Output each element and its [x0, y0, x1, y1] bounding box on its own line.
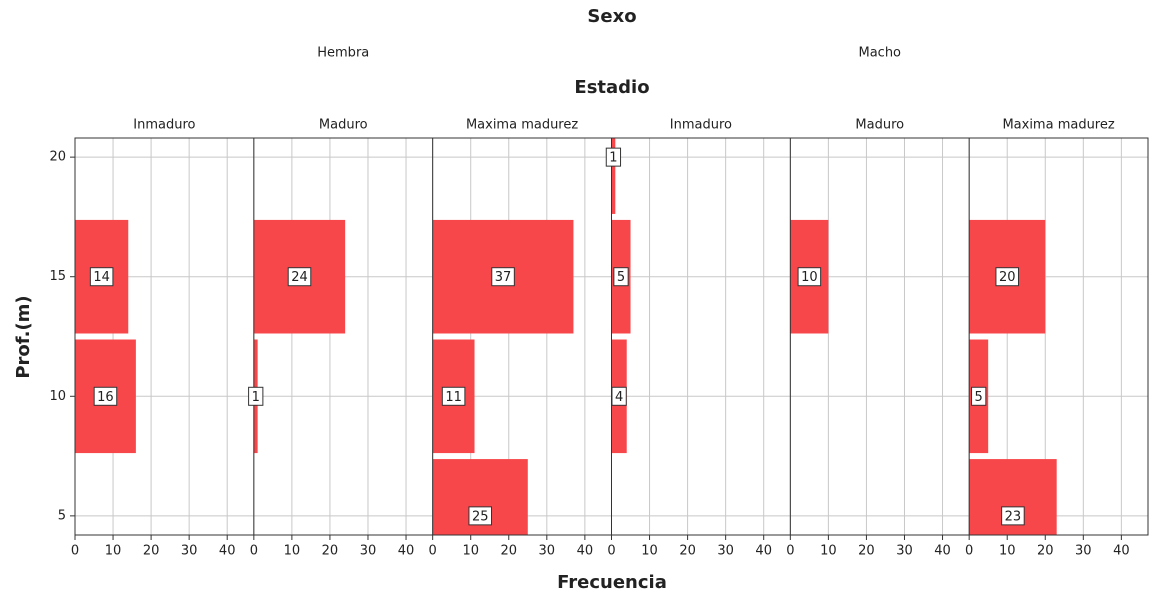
x-tick-label: 30	[717, 544, 734, 559]
value-label: 23	[1005, 509, 1022, 524]
panel-label: Maxima madurez	[466, 118, 578, 133]
value-label: 24	[291, 270, 308, 285]
chart-title: Sexo	[587, 6, 636, 27]
value-label: 14	[93, 270, 110, 285]
value-label: 1	[252, 390, 260, 405]
x-tick-label: 40	[1113, 544, 1130, 559]
x-tick-label: 30	[360, 544, 377, 559]
value-label-box	[491, 267, 515, 287]
x-tick-label: 20	[679, 544, 696, 559]
x-tick-label: 40	[755, 544, 772, 559]
x-tick-label: 30	[896, 544, 913, 559]
y-tick-label: 10	[49, 389, 66, 404]
value-label: 16	[97, 390, 114, 405]
x-axis-label: Frecuencia	[557, 572, 667, 593]
panel-label: Maxima madurez	[1002, 118, 1114, 133]
panel-label: Maduro	[319, 118, 368, 133]
value-label-box	[605, 147, 622, 167]
x-tick-label: 20	[858, 544, 875, 559]
x-tick-label: 20	[1037, 544, 1054, 559]
group-label: Hembra	[317, 46, 369, 61]
x-tick-label: 0	[250, 544, 258, 559]
y-tick-label: 20	[49, 150, 66, 165]
x-tick-label: 40	[398, 544, 415, 559]
x-tick-label: 40	[577, 544, 594, 559]
value-label: 5	[975, 390, 983, 405]
x-tick-label: 20	[500, 544, 517, 559]
x-tick-label: 30	[181, 544, 198, 559]
bars	[75, 138, 1057, 535]
x-tick-label: 0	[607, 544, 615, 559]
y-axis-label: Prof.(m)	[13, 295, 34, 378]
value-label: 10	[801, 270, 818, 285]
x-tick-label: 40	[934, 544, 951, 559]
group-label: Macho	[858, 46, 901, 61]
value-label-box	[613, 267, 629, 287]
x-tick-label: 30	[539, 544, 556, 559]
value-label: 11	[445, 390, 462, 405]
x-tick-label: 0	[71, 544, 79, 559]
value-label: 37	[495, 270, 512, 285]
bar	[611, 138, 616, 214]
x-tick-label: 40	[219, 544, 236, 559]
x-tick-label: 10	[641, 544, 658, 559]
x-tick-label: 0	[429, 544, 437, 559]
x-tick-label: 0	[965, 544, 973, 559]
x-tick-label: 20	[322, 544, 339, 559]
x-tick-label: 0	[786, 544, 794, 559]
value-label: 1	[609, 151, 617, 166]
x-tick-label: 20	[143, 544, 160, 559]
value-label-box	[995, 267, 1019, 287]
value-label: 20	[999, 270, 1016, 285]
panel-label: Inmaduro	[670, 118, 732, 133]
x-tick-label: 10	[820, 544, 837, 559]
value-label: 25	[472, 509, 489, 524]
panel-label: Maduro	[855, 118, 904, 133]
panel-label: Inmaduro	[133, 118, 195, 133]
value-label-box	[287, 267, 312, 287]
value-label-box	[971, 386, 987, 406]
value-label-box	[248, 386, 264, 406]
value-label-box	[93, 386, 118, 406]
y-tick-label: 15	[49, 269, 66, 284]
y-tick-label: 5	[58, 508, 66, 523]
value-label-box	[441, 386, 466, 406]
value-label-box	[797, 267, 822, 287]
x-tick-label: 10	[284, 544, 301, 559]
panel-title: Estadio	[574, 77, 649, 98]
x-tick-label: 10	[999, 544, 1016, 559]
value-label-box	[1001, 506, 1025, 526]
value-label-box	[89, 267, 114, 287]
value-label: 5	[617, 270, 625, 285]
plot-frame	[74, 137, 1149, 536]
value-label-box	[468, 506, 493, 526]
value-label-box	[611, 386, 627, 406]
value-label: 4	[615, 390, 623, 405]
x-tick-label: 10	[462, 544, 479, 559]
x-tick-label: 10	[105, 544, 122, 559]
x-tick-label: 30	[1075, 544, 1092, 559]
